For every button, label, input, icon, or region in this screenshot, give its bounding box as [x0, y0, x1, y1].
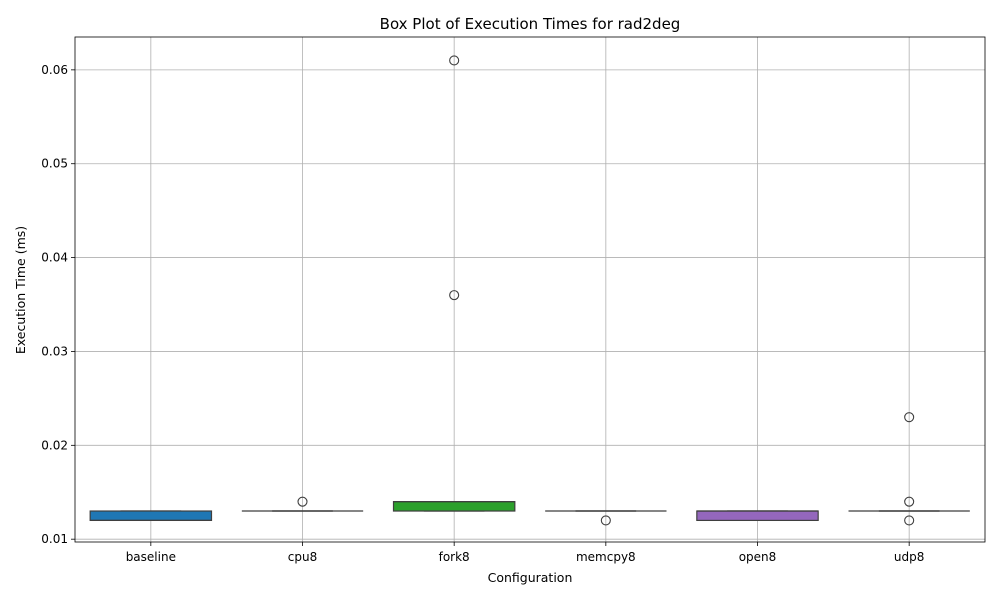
y-tick-label: 0.05: [41, 157, 68, 171]
box-baseline: [89, 510, 213, 522]
y-ticks: 0.01 0.02 0.03 0.04 0.05 0.06: [41, 63, 75, 546]
x-tick-label: memcpy8: [576, 550, 636, 564]
iqr-box: [89, 510, 213, 522]
x-ticks: baseline cpu8 fork8 memcpy8 open8 udp8: [126, 542, 924, 564]
y-tick-label: 0.02: [41, 438, 68, 452]
iqr-box: [392, 501, 516, 512]
box-cpu8: [241, 496, 364, 512]
x-axis-label: Configuration: [488, 570, 573, 585]
y-tick-label: 0.01: [41, 532, 68, 546]
x-tick-label: baseline: [126, 550, 176, 564]
y-axis-label: Execution Time (ms): [13, 226, 28, 354]
grid-lines: [75, 37, 985, 542]
outlier-point: [904, 496, 915, 507]
plot-frame: [74, 36, 986, 543]
iqr-box: [696, 510, 819, 522]
x-tick-label: cpu8: [288, 550, 317, 564]
y-tick-label: 0.04: [41, 251, 68, 265]
outlier-point: [297, 496, 308, 507]
x-tick-label: udp8: [894, 550, 924, 564]
box-udp8: [848, 412, 970, 526]
box-fork8: [392, 55, 516, 512]
y-tick-label: 0.03: [41, 344, 68, 358]
outlier-point: [449, 290, 460, 301]
outlier-point: [904, 515, 915, 526]
x-tick-label: fork8: [439, 550, 470, 564]
outlier-point: [449, 55, 460, 66]
chart-title: Box Plot of Execution Times for rad2deg: [380, 15, 681, 33]
x-tick-label: open8: [739, 550, 777, 564]
outlier-point: [600, 515, 611, 526]
outlier-point: [904, 412, 915, 423]
box-memcpy8: [545, 510, 667, 526]
y-tick-label: 0.06: [41, 63, 68, 77]
box-open8: [696, 510, 819, 522]
boxes: [89, 55, 970, 526]
